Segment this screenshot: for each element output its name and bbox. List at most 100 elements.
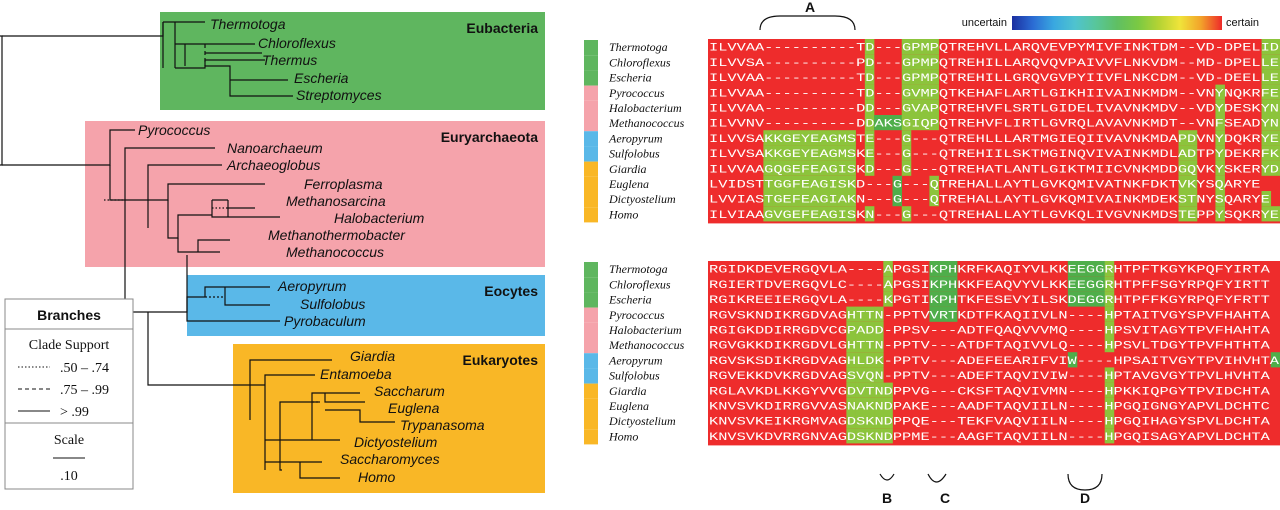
alignment-cell-shade bbox=[818, 130, 829, 146]
group-label-eubacteria: Eubacteria bbox=[466, 20, 538, 36]
alignment-label-color bbox=[584, 146, 598, 162]
alignment-cell-shade bbox=[1104, 291, 1115, 307]
alignment-cell-shade bbox=[1178, 206, 1189, 222]
alignment-cell-shade bbox=[818, 191, 829, 207]
alignment-cell-shade bbox=[772, 145, 783, 161]
alignment-cell-shade bbox=[938, 276, 949, 292]
alignment-cell-shade bbox=[947, 306, 958, 322]
taxon-label: Methanococcus bbox=[286, 244, 384, 260]
alignment-cell-shade bbox=[929, 306, 939, 322]
taxon-label: Giardia bbox=[350, 348, 395, 364]
alignment-cell-shade bbox=[846, 191, 856, 207]
alignment-cell-shade bbox=[809, 206, 820, 222]
alignment-sequence: ILVVNV----------DDAKSGIQPQTREHVFLIRTLGVR… bbox=[709, 119, 1279, 131]
alignment-sequence: ILVIAAGVGEFEAGISKN---G---QTREHALLAYTLGVK… bbox=[709, 210, 1279, 222]
alignment-cell-shade bbox=[855, 321, 866, 337]
alignment-sequence: RGIKREEIERGQVLA----KPGTIKPHTKFESEVYILSKD… bbox=[709, 295, 1270, 307]
alignment-cell-shade bbox=[864, 397, 875, 413]
alignment-cell-shade bbox=[883, 291, 893, 307]
alignment-cell-shade bbox=[901, 39, 912, 55]
alignment-cell-shade bbox=[1067, 352, 1078, 368]
alignment-cell-shade bbox=[883, 382, 893, 398]
alignment-cell-shade bbox=[846, 130, 856, 146]
alignment-cell-shade bbox=[1178, 160, 1189, 176]
region-bracket-a bbox=[759, 15, 856, 31]
alignment-cell-shade bbox=[1104, 337, 1115, 353]
alignment-cell-shade bbox=[763, 175, 773, 191]
alignment-cell-shade bbox=[846, 160, 856, 176]
alignment-sequence: RGIDKDEVERGQVLA----APGSIKPHKRFKAQIYVLKKE… bbox=[709, 265, 1270, 277]
alignment-row-label: Halobacterium bbox=[608, 323, 682, 337]
tree-branch bbox=[186, 296, 205, 312]
alignment-cell-shade bbox=[929, 276, 939, 292]
alignment-cell-shade bbox=[1077, 291, 1087, 307]
alignment-row-label: Giardia bbox=[609, 384, 647, 398]
alignment-cell-shade bbox=[874, 367, 884, 383]
alignment-cell-shade bbox=[901, 115, 912, 131]
alignment-cell-shade bbox=[827, 130, 838, 146]
alignment-cell-shade bbox=[781, 145, 792, 161]
alignment-cell-shade bbox=[874, 413, 884, 429]
taxon-label: Euglena bbox=[388, 400, 440, 416]
scale-gradient-bar bbox=[1012, 16, 1222, 30]
alignment-cell-shade bbox=[1261, 206, 1272, 222]
alignment-cell-shade bbox=[883, 428, 893, 444]
alignment-cell-shade bbox=[864, 99, 875, 115]
alignment-cell-shade bbox=[1104, 428, 1115, 444]
alignment-row-label: Halobacterium bbox=[608, 101, 682, 115]
alignment-row-label: Pyrococcus bbox=[608, 308, 665, 322]
alignment-cell-shade bbox=[901, 84, 912, 100]
alignment-cell-shade bbox=[1215, 191, 1225, 207]
alignment-cell-shade bbox=[1187, 206, 1198, 222]
taxon-label: Saccharomyces bbox=[340, 451, 440, 467]
alignment-cell-shade bbox=[772, 160, 783, 176]
alignment-cell-shade bbox=[1086, 291, 1096, 307]
alignment-sequence: ILVVAA----------TD---GVMPQTKEHAFLARTLGIK… bbox=[709, 88, 1279, 100]
tree-branch bbox=[85, 129, 135, 166]
alignment-cell-shade bbox=[1215, 130, 1225, 146]
alignment-cell-shade bbox=[827, 145, 838, 161]
alignment-cell-shade bbox=[947, 276, 958, 292]
alignment-cell-shade bbox=[846, 321, 856, 337]
alignment-cell-shade bbox=[874, 321, 884, 337]
alignment-cell-shade bbox=[837, 145, 847, 161]
region-label-d: D bbox=[1080, 490, 1090, 505]
alignment-cell-shade bbox=[901, 69, 912, 85]
alignment-cell-shade bbox=[864, 84, 875, 100]
region-brackets bbox=[759, 15, 1103, 491]
taxon-label: Pyrococcus bbox=[138, 122, 210, 138]
taxon-label: Ferroplasma bbox=[304, 176, 383, 192]
tree-branch bbox=[125, 164, 222, 201]
alignment-cell-shade bbox=[1187, 175, 1198, 191]
alignment-cell-shade bbox=[837, 191, 847, 207]
alignment-cell-shade bbox=[1187, 145, 1198, 161]
alignment-cell-shade bbox=[901, 160, 912, 176]
alignment-cell-shade bbox=[781, 175, 792, 191]
alignment-cell-shade bbox=[874, 115, 884, 131]
alignment-row-label: Homo bbox=[608, 207, 638, 221]
alignment-cell-shade bbox=[1270, 145, 1280, 161]
group-box-eubacteria bbox=[160, 12, 545, 110]
alignment-cell-shade bbox=[855, 428, 866, 444]
alignment-label-color bbox=[584, 192, 598, 208]
alignment-cell-shade bbox=[1215, 175, 1225, 191]
alignment-cell-shade bbox=[883, 413, 893, 429]
alignment-cell-shade bbox=[846, 413, 856, 429]
alignment-cell-shade bbox=[929, 115, 939, 131]
alignment-cell-shade bbox=[874, 428, 884, 444]
alignment-block-bg bbox=[708, 261, 1280, 446]
alignment-cell-shade bbox=[763, 206, 773, 222]
alignment-cell-shade bbox=[1270, 84, 1280, 100]
alignment-cell-shade bbox=[855, 382, 866, 398]
taxon-label: Aeropyrum bbox=[277, 278, 347, 294]
alignment-cell-shade bbox=[855, 337, 866, 353]
alignment-cell-shade bbox=[874, 397, 884, 413]
region-label-a: A bbox=[805, 0, 815, 15]
region-bracket-c bbox=[927, 473, 947, 483]
alignment-cell-shade bbox=[1261, 69, 1272, 85]
alignment-cell-shade bbox=[864, 428, 875, 444]
tree-branch bbox=[0, 35, 3, 166]
legend-support-3: > .99 bbox=[60, 405, 89, 420]
alignment-cell-shade bbox=[1104, 261, 1115, 277]
